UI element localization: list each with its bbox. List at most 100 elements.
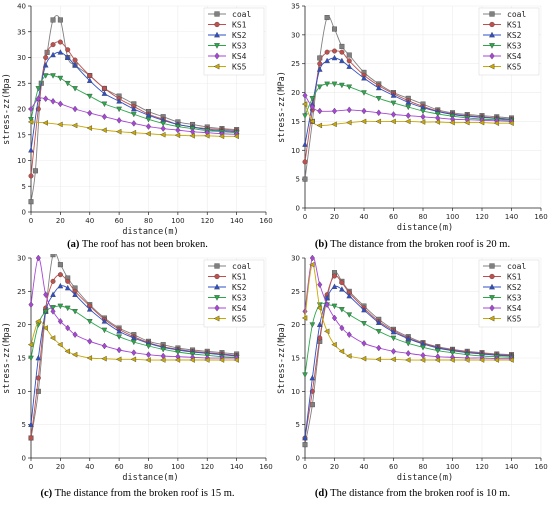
- x-tick-label-b-5: 100: [446, 213, 459, 221]
- legend-b: [478, 7, 540, 76]
- point-a-ks5-14: [233, 133, 239, 140]
- caption-b: (b) The distance from the broken roof is…: [275, 239, 550, 250]
- chart-c: 0 20 40 60 80 100 120 140 160 0 5 10 15 20 25 30 distanc…: [2, 254, 273, 483]
- point-b-coal-5: [339, 43, 345, 49]
- point-b-ks5-13: [478, 119, 485, 126]
- point-b-ks2-2: [316, 66, 323, 72]
- point-b-ks5-11: [449, 119, 455, 126]
- point-a-ks2-5: [64, 54, 71, 60]
- legend-marker-a-ks2: [214, 31, 220, 38]
- legend-label-a-ks4: KS4: [232, 52, 247, 61]
- point-b-ks4-3: [331, 107, 338, 115]
- point-a-ks4-2: [43, 95, 49, 103]
- x-tick-label-b-6: 120: [475, 213, 488, 221]
- point-b-ks2-0: [302, 141, 308, 147]
- point-a-ks4-10: [145, 123, 152, 130]
- point-c-ks4-6: [72, 331, 78, 338]
- point-b-ks2-6: [346, 63, 353, 69]
- x-tick-label-b-3: 60: [389, 213, 398, 221]
- point-d-ks5-7: [360, 355, 367, 362]
- point-d-ks2-5: [339, 286, 345, 292]
- legend-marker-b-ks3: [489, 43, 495, 49]
- point-b-ks4-4: [346, 106, 352, 114]
- point-b-ks1-5: [339, 49, 345, 55]
- legend-label-c-ks5: KS5: [232, 315, 247, 324]
- point-c-ks5-10: [130, 356, 137, 363]
- point-c-ks5-9: [115, 356, 122, 363]
- legend-marker-b-ks2: [489, 31, 495, 38]
- point-c-ks5-2: [42, 325, 48, 331]
- chart-d: 0 20 40 60 80 100 120 140 160 0 5 10 15 20 25 30 distanc…: [277, 254, 548, 484]
- legend-marker-c-ks2: [214, 283, 220, 290]
- y-tick-label-b-3: 15: [291, 118, 300, 126]
- point-a-ks3-7: [86, 93, 93, 100]
- point-c-ks2-6: [72, 291, 78, 297]
- point-d-ks4-4: [331, 314, 338, 322]
- point-b-ks2-5: [339, 57, 345, 64]
- legend-c: [203, 259, 265, 328]
- point-a-ks2-7: [86, 77, 93, 83]
- x-axis-label-c: distance(m): [122, 473, 178, 483]
- panel-label-d: (d): [314, 488, 328, 499]
- point-a-ks1-0: [28, 173, 34, 179]
- point-b-ks3-4: [331, 81, 338, 88]
- point-b-ks3-12: [434, 111, 441, 118]
- point-a-coal-4: [50, 17, 56, 23]
- point-b-ks5-7: [390, 118, 396, 125]
- point-b-ks3-8: [375, 96, 382, 102]
- point-b-ks5-4: [346, 119, 352, 126]
- legend-marker-d-ks5: [488, 315, 495, 322]
- point-a-ks4-0: [28, 105, 34, 113]
- point-b-ks4-9: [420, 113, 426, 121]
- point-c-ks2-8: [101, 318, 108, 324]
- chart-panel-a: 0 20 40 60 80 100 120 140 160 0 5 10 15 20 25 30 35 40 dis…: [0, 0, 275, 253]
- legend-marker-c-ks5: [213, 315, 220, 322]
- point-c-coal-3: [50, 254, 56, 258]
- point-a-ks3-2: [42, 73, 49, 79]
- point-b-ks2-10: [405, 99, 412, 105]
- point-c-ks4-11: [145, 351, 152, 358]
- point-c-ks5-15: [204, 357, 210, 363]
- x-tick-label-d-1: 20: [330, 463, 339, 471]
- point-d-ks5-12: [434, 357, 441, 363]
- point-c-ks3-5: [64, 305, 71, 312]
- point-a-ks2-0: [28, 147, 34, 153]
- point-d-ks2-1: [309, 374, 316, 381]
- chart-b: 0 20 40 60 80 100 120 140 160 0 5 10 15 20 25 30 35 dista…: [277, 3, 548, 234]
- x-tick-label-d-6: 120: [475, 463, 488, 471]
- point-d-ks5-0: [301, 315, 308, 321]
- legend-a: [203, 7, 265, 76]
- point-b-ks3-6: [346, 84, 353, 90]
- x-tick-label-a-3: 60: [115, 217, 124, 225]
- point-c-ks3-11: [145, 343, 152, 350]
- series-line-b-ks4: [304, 95, 512, 122]
- x-tick-label-a-4: 80: [144, 217, 153, 225]
- legend-marker-a-ks3: [214, 43, 220, 49]
- point-a-ks4-9: [131, 120, 137, 127]
- point-a-ks4-3: [50, 97, 56, 105]
- y-tick-label-a-7: 35: [17, 28, 26, 36]
- point-a-ks3-3: [50, 73, 56, 79]
- y-tick-label-d-3: 15: [291, 355, 300, 363]
- point-c-ks2-7: [86, 306, 93, 312]
- point-d-ks4-1: [309, 254, 315, 262]
- point-b-ks5-15: [508, 120, 514, 127]
- y-tick-label-b-7: 35: [291, 3, 300, 11]
- x-axis-label-a: distance(m): [122, 227, 178, 237]
- point-c-ks5-1: [35, 318, 41, 325]
- point-a-ks2-10: [130, 105, 137, 112]
- x-tick-label-c-0: 0: [29, 463, 33, 471]
- legend-marker-d-coal: [489, 263, 495, 269]
- point-d-ks5-1: [309, 261, 315, 268]
- legend-marker-a-ks4: [214, 52, 220, 60]
- point-b-ks4-1: [309, 103, 315, 111]
- point-d-ks3-8: [375, 329, 382, 335]
- point-b-ks4-7: [390, 111, 397, 118]
- legend-label-d-ks3: KS3: [507, 294, 522, 303]
- point-a-ks1-3: [50, 42, 56, 48]
- x-tick-label-d-7: 140: [505, 463, 518, 471]
- legend-marker-c-ks3: [214, 295, 220, 301]
- x-tick-label-c-5: 100: [171, 463, 184, 471]
- legend-label-a-ks5: KS5: [232, 63, 247, 72]
- point-a-ks3-4: [57, 75, 64, 82]
